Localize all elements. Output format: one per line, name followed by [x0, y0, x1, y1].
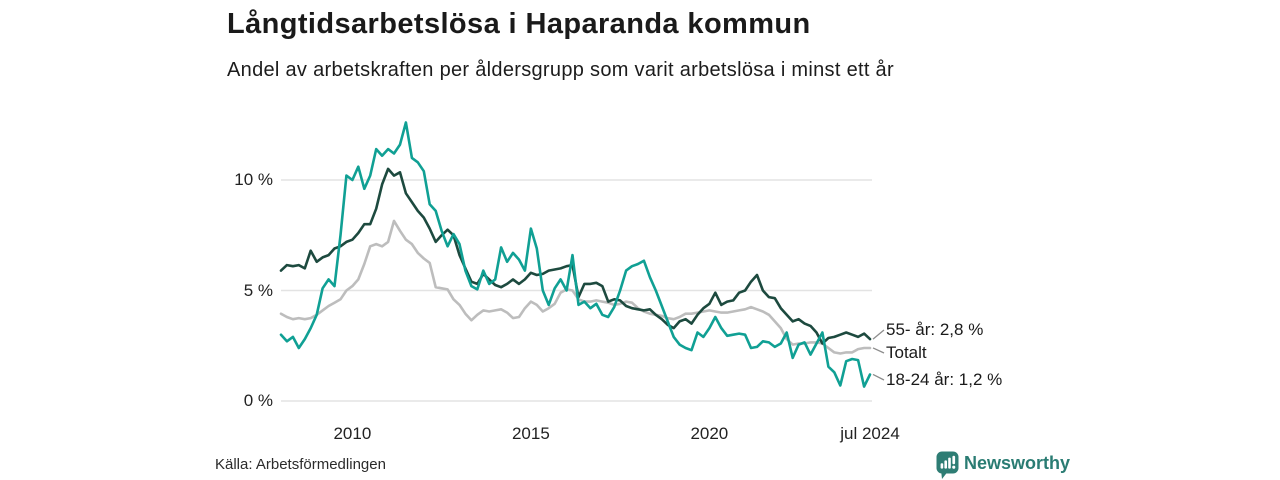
newsworthy-logo-icon: [936, 451, 959, 479]
chart-subtitle: Andel av arbetskraften per åldersgrupp s…: [227, 59, 894, 81]
series-end-label-1824: 18-24 år: 1,2 %: [886, 370, 1003, 389]
y-tick-label: 0 %: [243, 391, 273, 410]
series-line-18-24 år: [279, 121, 872, 388]
y-tick-label: 5 %: [243, 280, 273, 300]
x-tick-label: jul 2024: [840, 424, 900, 443]
label-connector: [872, 347, 885, 354]
series-end-label-total: Totalt: [886, 343, 927, 362]
page-title: Långtidsarbetslösa i Haparanda kommun: [227, 8, 811, 40]
label-connector: [872, 373, 885, 381]
series-line-55- år: [279, 167, 872, 345]
x-tick-label: 2020: [690, 424, 729, 443]
newsworthy-logo-text: Newsworthy: [964, 453, 1071, 473]
x-tick-label: 2015: [511, 424, 550, 443]
x-tick-label: 2010: [333, 424, 372, 443]
source-note: Källa: Arbetsförmedlingen: [215, 456, 386, 473]
series-end-label-55: 55- år: 2,8 %: [886, 320, 984, 339]
series-line-Totalt: [279, 219, 872, 355]
y-tick-label: 10 %: [234, 170, 273, 189]
label-connector: [872, 329, 885, 340]
